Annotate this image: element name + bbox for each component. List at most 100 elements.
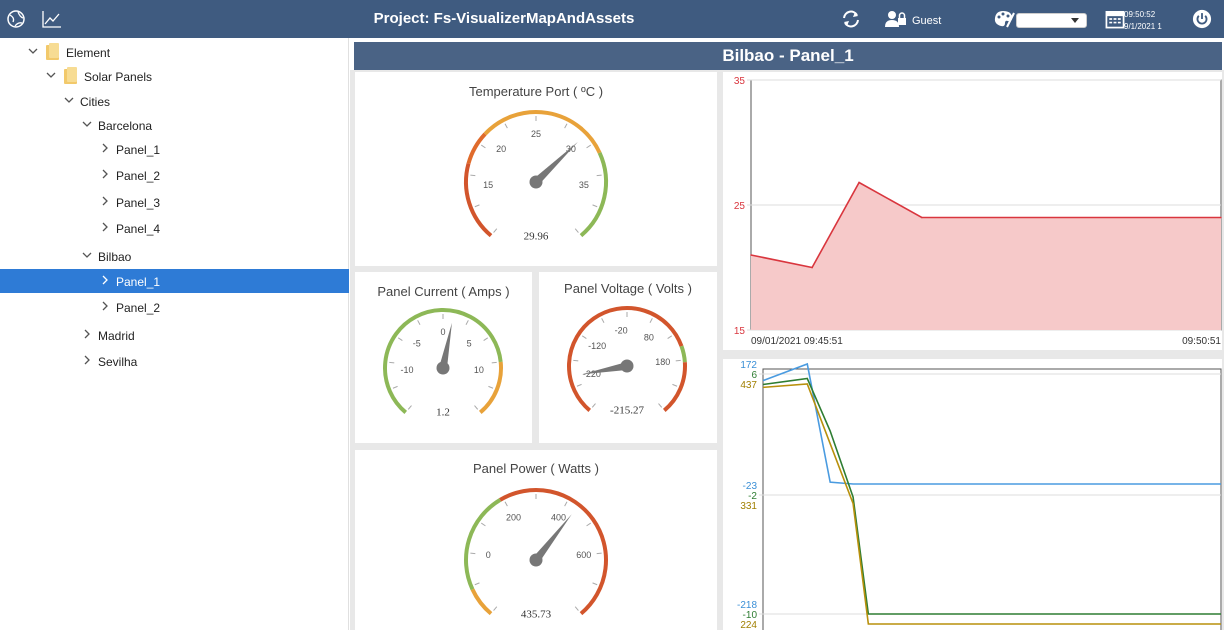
tree-item[interactable]: Solar Panels: [0, 64, 349, 88]
temperature-card: Temperature Port ( ºC ) 152025303529.96: [355, 72, 717, 266]
gauge-tick-mark: [649, 318, 653, 323]
chevron-right-icon[interactable]: [98, 194, 112, 208]
project-title: Project: Fs-VisualizerMapAndAssets: [373, 10, 635, 27]
tree-item-label: Bilbao: [98, 250, 132, 264]
gauge-tick-mark: [592, 204, 598, 208]
palette-icon[interactable]: [993, 9, 1015, 29]
tree-item[interactable]: Panel_1: [0, 269, 349, 293]
gauge-tick-mark: [474, 405, 479, 410]
data-point: [811, 266, 813, 269]
gauge-tick-mark: [407, 405, 412, 410]
gauge-tick-mark: [470, 174, 476, 177]
electrical-chart: 172 -23 -218 6 -2 -10 437 331 224: [737, 360, 1222, 630]
tree-item-label: Panel_4: [116, 222, 161, 236]
folder-icon: [46, 43, 59, 60]
gauge-band: [679, 345, 687, 363]
power-icon[interactable]: [1191, 9, 1213, 29]
chevron-right-icon[interactable]: [80, 353, 94, 367]
gauge-tick-mark: [483, 337, 489, 342]
gauge-tick-label: -20: [615, 325, 628, 335]
series-line: [762, 362, 1221, 485]
tree-item[interactable]: Panel_3: [0, 190, 349, 214]
gauge-tick-label: -10: [401, 365, 414, 375]
gauge-tick-mark: [601, 318, 605, 323]
chevron-down-icon[interactable]: [80, 117, 94, 131]
gauge-tick-mark: [392, 385, 398, 389]
gauge-tick-label: 0: [440, 327, 445, 337]
clock-time: 09:50:52: [1124, 10, 1156, 19]
tree-item[interactable]: Element: [0, 40, 349, 64]
gauge-tick-mark: [586, 144, 591, 149]
gauge-band: [499, 488, 608, 616]
plot-frame: [762, 368, 1222, 630]
chart-line-icon[interactable]: [41, 9, 63, 29]
gauge-tick-label: 180: [655, 357, 670, 367]
tree-item-label: Panel_2: [116, 169, 161, 183]
gauge-tick-mark: [389, 361, 395, 364]
chevron-down-icon[interactable]: [80, 248, 94, 262]
top-bar: Project: Fs-VisualizerMapAndAssets Guest…: [0, 0, 1224, 38]
gauge-tick-mark: [493, 228, 498, 233]
y-tick-label: 15: [734, 326, 746, 337]
gauge-tick-mark: [504, 501, 508, 507]
clock-date: 9/1/2021 1: [1124, 22, 1162, 31]
chevron-right-icon[interactable]: [80, 327, 94, 341]
gauge-tick-mark: [465, 320, 469, 325]
gauge-tick-mark: [504, 123, 508, 129]
gauge-tick-label: 15: [483, 180, 493, 190]
tree-item[interactable]: Cities: [0, 89, 349, 113]
tree-item-label: Panel_1: [116, 143, 161, 157]
y-tick-label: 35: [734, 76, 746, 87]
y-tick-label: -2: [748, 491, 757, 502]
chevron-right-icon[interactable]: [98, 167, 112, 181]
gauge-tick-mark: [493, 606, 498, 611]
gauge-tick-mark: [474, 582, 480, 586]
chevron-down-icon[interactable]: [26, 44, 40, 58]
gauge-tick-mark: [675, 359, 681, 362]
chevron-right-icon[interactable]: [98, 273, 112, 287]
chevron-down-icon[interactable]: [44, 68, 58, 82]
tree-item[interactable]: Barcelona: [0, 113, 349, 137]
gauge-value: 435.73: [521, 608, 552, 620]
gauge-tick-mark: [658, 403, 663, 408]
tree-item[interactable]: Panel_1: [0, 137, 349, 161]
gauge-tick-mark: [596, 174, 602, 177]
y-tick-label: 331: [740, 501, 757, 512]
chevron-down-icon[interactable]: [62, 93, 76, 107]
tree-item[interactable]: Panel_2: [0, 295, 349, 319]
gauge-hub: [529, 553, 543, 567]
gauge-hub: [620, 359, 634, 373]
calendar-icon[interactable]: [1104, 9, 1126, 29]
gauge-tick-mark: [574, 228, 579, 233]
user-name[interactable]: Guest: [912, 15, 942, 27]
tree-item-label: Cities: [80, 95, 111, 109]
y-tick-label: 437: [740, 380, 757, 391]
gauge-tick-label: 0: [486, 550, 491, 560]
theme-select[interactable]: [1016, 13, 1087, 28]
chevron-right-icon[interactable]: [98, 220, 112, 234]
chevron-right-icon[interactable]: [98, 299, 112, 313]
tree-item[interactable]: Sevilha: [0, 349, 349, 373]
tree-item-label: Sevilha: [98, 355, 138, 369]
gauge-tick-mark: [581, 335, 587, 340]
tree-item-label: Panel_1: [116, 275, 161, 289]
tree-item[interactable]: Panel_4: [0, 216, 349, 240]
gauge-tick-mark: [667, 335, 673, 340]
gauge-value: -215.27: [610, 405, 644, 417]
tree-item[interactable]: Panel_2: [0, 163, 349, 187]
globe-icon[interactable]: [6, 9, 28, 29]
gauge-tick-mark: [564, 123, 568, 129]
data-point: [750, 254, 752, 256]
gauge-band: [464, 498, 502, 591]
gauge-tick-label: 35: [579, 180, 589, 190]
y-tick-label: 224: [740, 620, 757, 630]
gauge-tick-mark: [574, 606, 579, 611]
power-title: Panel Power ( Watts ): [473, 461, 599, 476]
tree-item-label: Solar Panels: [84, 70, 153, 84]
refresh-icon[interactable]: [840, 9, 862, 29]
gauge-band: [464, 162, 493, 238]
user-icon[interactable]: [885, 9, 907, 29]
chevron-right-icon[interactable]: [98, 141, 112, 155]
tree-item[interactable]: Madrid: [0, 323, 349, 347]
tree-item[interactable]: Bilbao: [0, 244, 349, 268]
